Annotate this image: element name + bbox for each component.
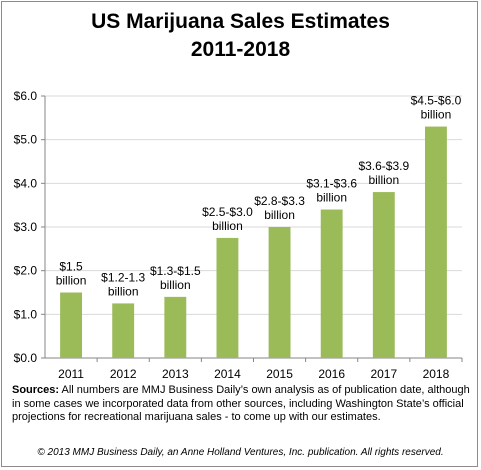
chart-subtitle: 2011-2018	[190, 38, 291, 61]
x-tick-label: 2013	[162, 367, 189, 380]
y-tick-label: $0.0	[14, 351, 38, 365]
data-label: $1.2-1.3	[101, 270, 145, 284]
sources-note: Sources: All numbers are MMJ Business Da…	[12, 384, 472, 425]
x-tick-label: 2017	[370, 367, 397, 380]
y-tick-label: $3.0	[14, 220, 38, 234]
data-label: billion	[264, 208, 295, 222]
data-label: billion	[108, 284, 139, 298]
y-tick-label: $6.0	[14, 89, 38, 103]
bar-chart: $0.0$1.0$2.0$3.0$4.0$5.0$6.02011$1.5bill…	[14, 89, 463, 380]
x-tick-label: 2012	[110, 367, 137, 380]
y-tick-label: $2.0	[14, 264, 38, 278]
data-label: billion	[316, 191, 347, 205]
x-tick-label: 2011	[58, 367, 84, 380]
data-label: $2.8-$3.3	[254, 194, 305, 208]
x-tick-label: 2018	[423, 367, 450, 380]
data-label: $3.6-$3.9	[358, 159, 409, 173]
data-label: $3.1-$3.6	[306, 177, 357, 191]
x-tick-label: 2014	[214, 367, 241, 380]
data-label: billion	[212, 219, 243, 233]
y-tick-label: $5.0	[14, 133, 38, 147]
data-label: $1.3-$1.5	[150, 264, 201, 278]
bar	[424, 126, 447, 358]
y-tick-label: $1.0	[14, 307, 38, 321]
bar	[164, 296, 187, 358]
data-label: billion	[421, 108, 452, 122]
bar	[216, 237, 239, 358]
data-label: $4.5-$6.0	[411, 94, 462, 108]
copyright-note: © 2013 MMJ Business Daily, an Anne Holla…	[37, 447, 444, 458]
bar	[112, 303, 135, 358]
x-tick-label: 2015	[266, 367, 293, 380]
data-label: $1.5	[59, 260, 83, 274]
x-tick-label: 2016	[318, 367, 345, 380]
bar	[60, 292, 83, 358]
bar	[372, 192, 395, 358]
sources-label: Sources:	[12, 384, 60, 396]
data-label: billion	[56, 274, 87, 288]
bar	[268, 227, 291, 358]
y-tick-label: $4.0	[14, 176, 38, 190]
data-label: billion	[368, 173, 399, 187]
bar	[320, 209, 343, 358]
data-label: $2.5-$3.0	[202, 205, 253, 219]
chart-title: US Marijuana Sales Estimates	[91, 10, 390, 33]
data-label: billion	[160, 278, 191, 292]
sources-text: All numbers are MMJ Business Daily’s own…	[12, 384, 470, 423]
